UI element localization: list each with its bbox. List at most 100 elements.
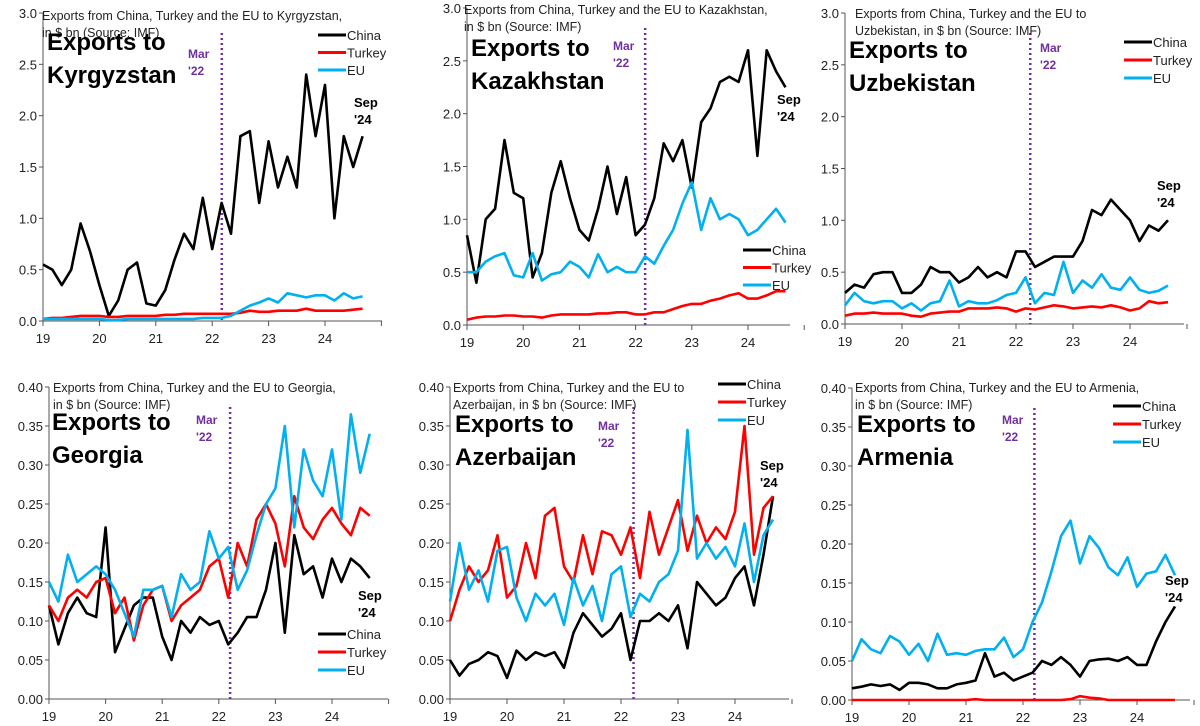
chart-title: Exports from China, Turkey and the EU to…	[53, 381, 336, 395]
y-tick-label: 1.0	[19, 211, 37, 226]
x-tick-label: 19	[460, 335, 474, 350]
x-tick-label: 22	[205, 331, 219, 346]
y-tick-label: 0.10	[18, 614, 43, 629]
chart-title: Azerbaijan, in $ bn (Source: IMF)	[453, 398, 636, 412]
y-tick-label: 0.5	[19, 263, 37, 278]
legend: China Turkey EU	[318, 28, 387, 78]
y-tick-label: 3.0	[821, 6, 839, 21]
y-tick-label: 0.00	[821, 693, 846, 708]
y-tick-label: 0.40	[18, 380, 43, 395]
end-label: '24	[358, 605, 376, 620]
end-label: '24	[1157, 195, 1175, 210]
chart-title: Exports from China, Turkey and the EU to…	[855, 381, 1139, 395]
y-tick-label: 0.15	[821, 576, 846, 591]
end-label: Sep	[777, 92, 801, 107]
x-tick-label: 23	[685, 335, 699, 350]
legend-label: Turkey	[347, 46, 387, 61]
series-line-eu	[850, 519, 1177, 663]
series-line-china	[844, 198, 1169, 295]
x-tick-label: 20	[895, 334, 909, 349]
marker-label: '22	[1040, 58, 1057, 72]
x-tick-label: 21	[959, 710, 973, 725]
y-tick-label: 3.0	[443, 1, 461, 16]
chart-title: in $ bn (Source: IMF)	[464, 20, 581, 34]
y-tick-label: 0.30	[18, 458, 43, 473]
x-tick-label: 21	[557, 709, 571, 724]
end-label: '24	[354, 112, 372, 127]
legend-label: China	[347, 28, 382, 43]
series-line-turkey	[42, 307, 363, 321]
y-tick-label: 0.5	[443, 265, 461, 280]
y-tick-label: 1.5	[19, 160, 37, 175]
panel-label: Exports to	[52, 409, 171, 436]
y-tick-label: 0.0	[443, 318, 461, 333]
legend-label: EU	[1142, 435, 1160, 450]
panel-kazakhstan: 0.0 0.5 1.0 1.5 2.0 2.5 3.0 19 20 21 22 23 24 Mar '22 E…	[443, 1, 812, 350]
marker-label: '22	[196, 430, 213, 444]
x-tick-label: 19	[838, 334, 852, 349]
panel-label: Uzbekistan	[849, 70, 976, 97]
y-tick-label: 0.00	[419, 692, 444, 707]
x-tick-label: 24	[741, 335, 755, 350]
marker-label: Mar	[613, 39, 635, 53]
panel-label: Azerbaijan	[455, 444, 576, 471]
x-tick-label: 23	[671, 709, 685, 724]
series-line-turkey	[466, 289, 786, 321]
marker-label: '22	[1002, 430, 1019, 444]
marker-label: Mar	[196, 413, 218, 427]
legend: China Turkey EU	[1124, 35, 1193, 86]
y-tick-label: 2.5	[821, 58, 839, 73]
end-label: Sep	[760, 458, 784, 473]
marker-label: Mar	[598, 419, 620, 433]
panel-label: Kazakhstan	[471, 68, 604, 95]
y-tick-label: 3.0	[19, 6, 37, 21]
chart-title: Exports from China, Turkey and the EU to	[453, 381, 684, 395]
y-tick-label: 2.0	[19, 109, 37, 124]
series-line-china	[42, 73, 364, 318]
legend-label: Turkey	[772, 261, 812, 276]
legend-label: Turkey	[1153, 53, 1193, 68]
y-tick-label: 0.20	[18, 536, 43, 551]
panel-label: Exports to	[47, 29, 166, 56]
y-tick-label: 0.15	[419, 575, 444, 590]
legend-label: China	[1142, 399, 1177, 414]
legend: China Turkey EU	[718, 377, 787, 428]
x-tick-label: 22	[614, 709, 628, 724]
legend-label: EU	[347, 663, 365, 678]
series-line-eu	[843, 260, 1169, 312]
chart-title: Uzbekistan, in $ bn (Source: IMF)	[855, 24, 1041, 38]
y-tick-label: 2.0	[443, 107, 461, 122]
legend-label: China	[772, 243, 807, 258]
x-tick-label: 22	[628, 335, 642, 350]
x-tick-label: 24	[1130, 710, 1144, 725]
y-tick-label: 0.20	[821, 537, 846, 552]
marker-label: Mar	[188, 47, 210, 61]
y-tick-label: 0.20	[419, 536, 444, 551]
y-tick-label: 0.10	[419, 614, 444, 629]
y-tick-label: 2.5	[19, 57, 37, 72]
chart-title: Exports from China, Turkey and the EU to…	[464, 3, 768, 17]
y-tick-label: 0.35	[821, 420, 846, 435]
series-line-turkey	[852, 694, 1175, 702]
end-label: Sep	[358, 588, 382, 603]
x-tick-label: 24	[728, 709, 742, 724]
x-tick-label: 21	[155, 709, 169, 724]
marker-label: Mar	[1040, 41, 1062, 55]
x-tick-label: 21	[952, 334, 966, 349]
panel-armenia: 0.00 0.05 0.10 0.15 0.20 0.25 0.30 0.35 0.40 19 20…	[821, 381, 1195, 725]
series-line-eu	[43, 291, 363, 322]
panel-label: Kyrgyzstan	[47, 62, 176, 89]
y-tick-label: 2.5	[443, 54, 461, 69]
end-label: Sep	[354, 95, 378, 110]
y-tick-label: 0.0	[19, 314, 37, 329]
panel-label: Georgia	[52, 442, 143, 469]
x-tick-label: 19	[42, 709, 56, 724]
panel-label: Exports to	[471, 35, 590, 62]
legend-label: EU	[347, 63, 365, 78]
y-tick-label: 0.05	[18, 653, 43, 668]
x-tick-label: 19	[443, 709, 457, 724]
series-line-china	[851, 605, 1177, 692]
legend: China Turkey EU	[1113, 399, 1182, 450]
marker-label: '22	[188, 64, 205, 78]
y-tick-label: 0.10	[821, 615, 846, 630]
